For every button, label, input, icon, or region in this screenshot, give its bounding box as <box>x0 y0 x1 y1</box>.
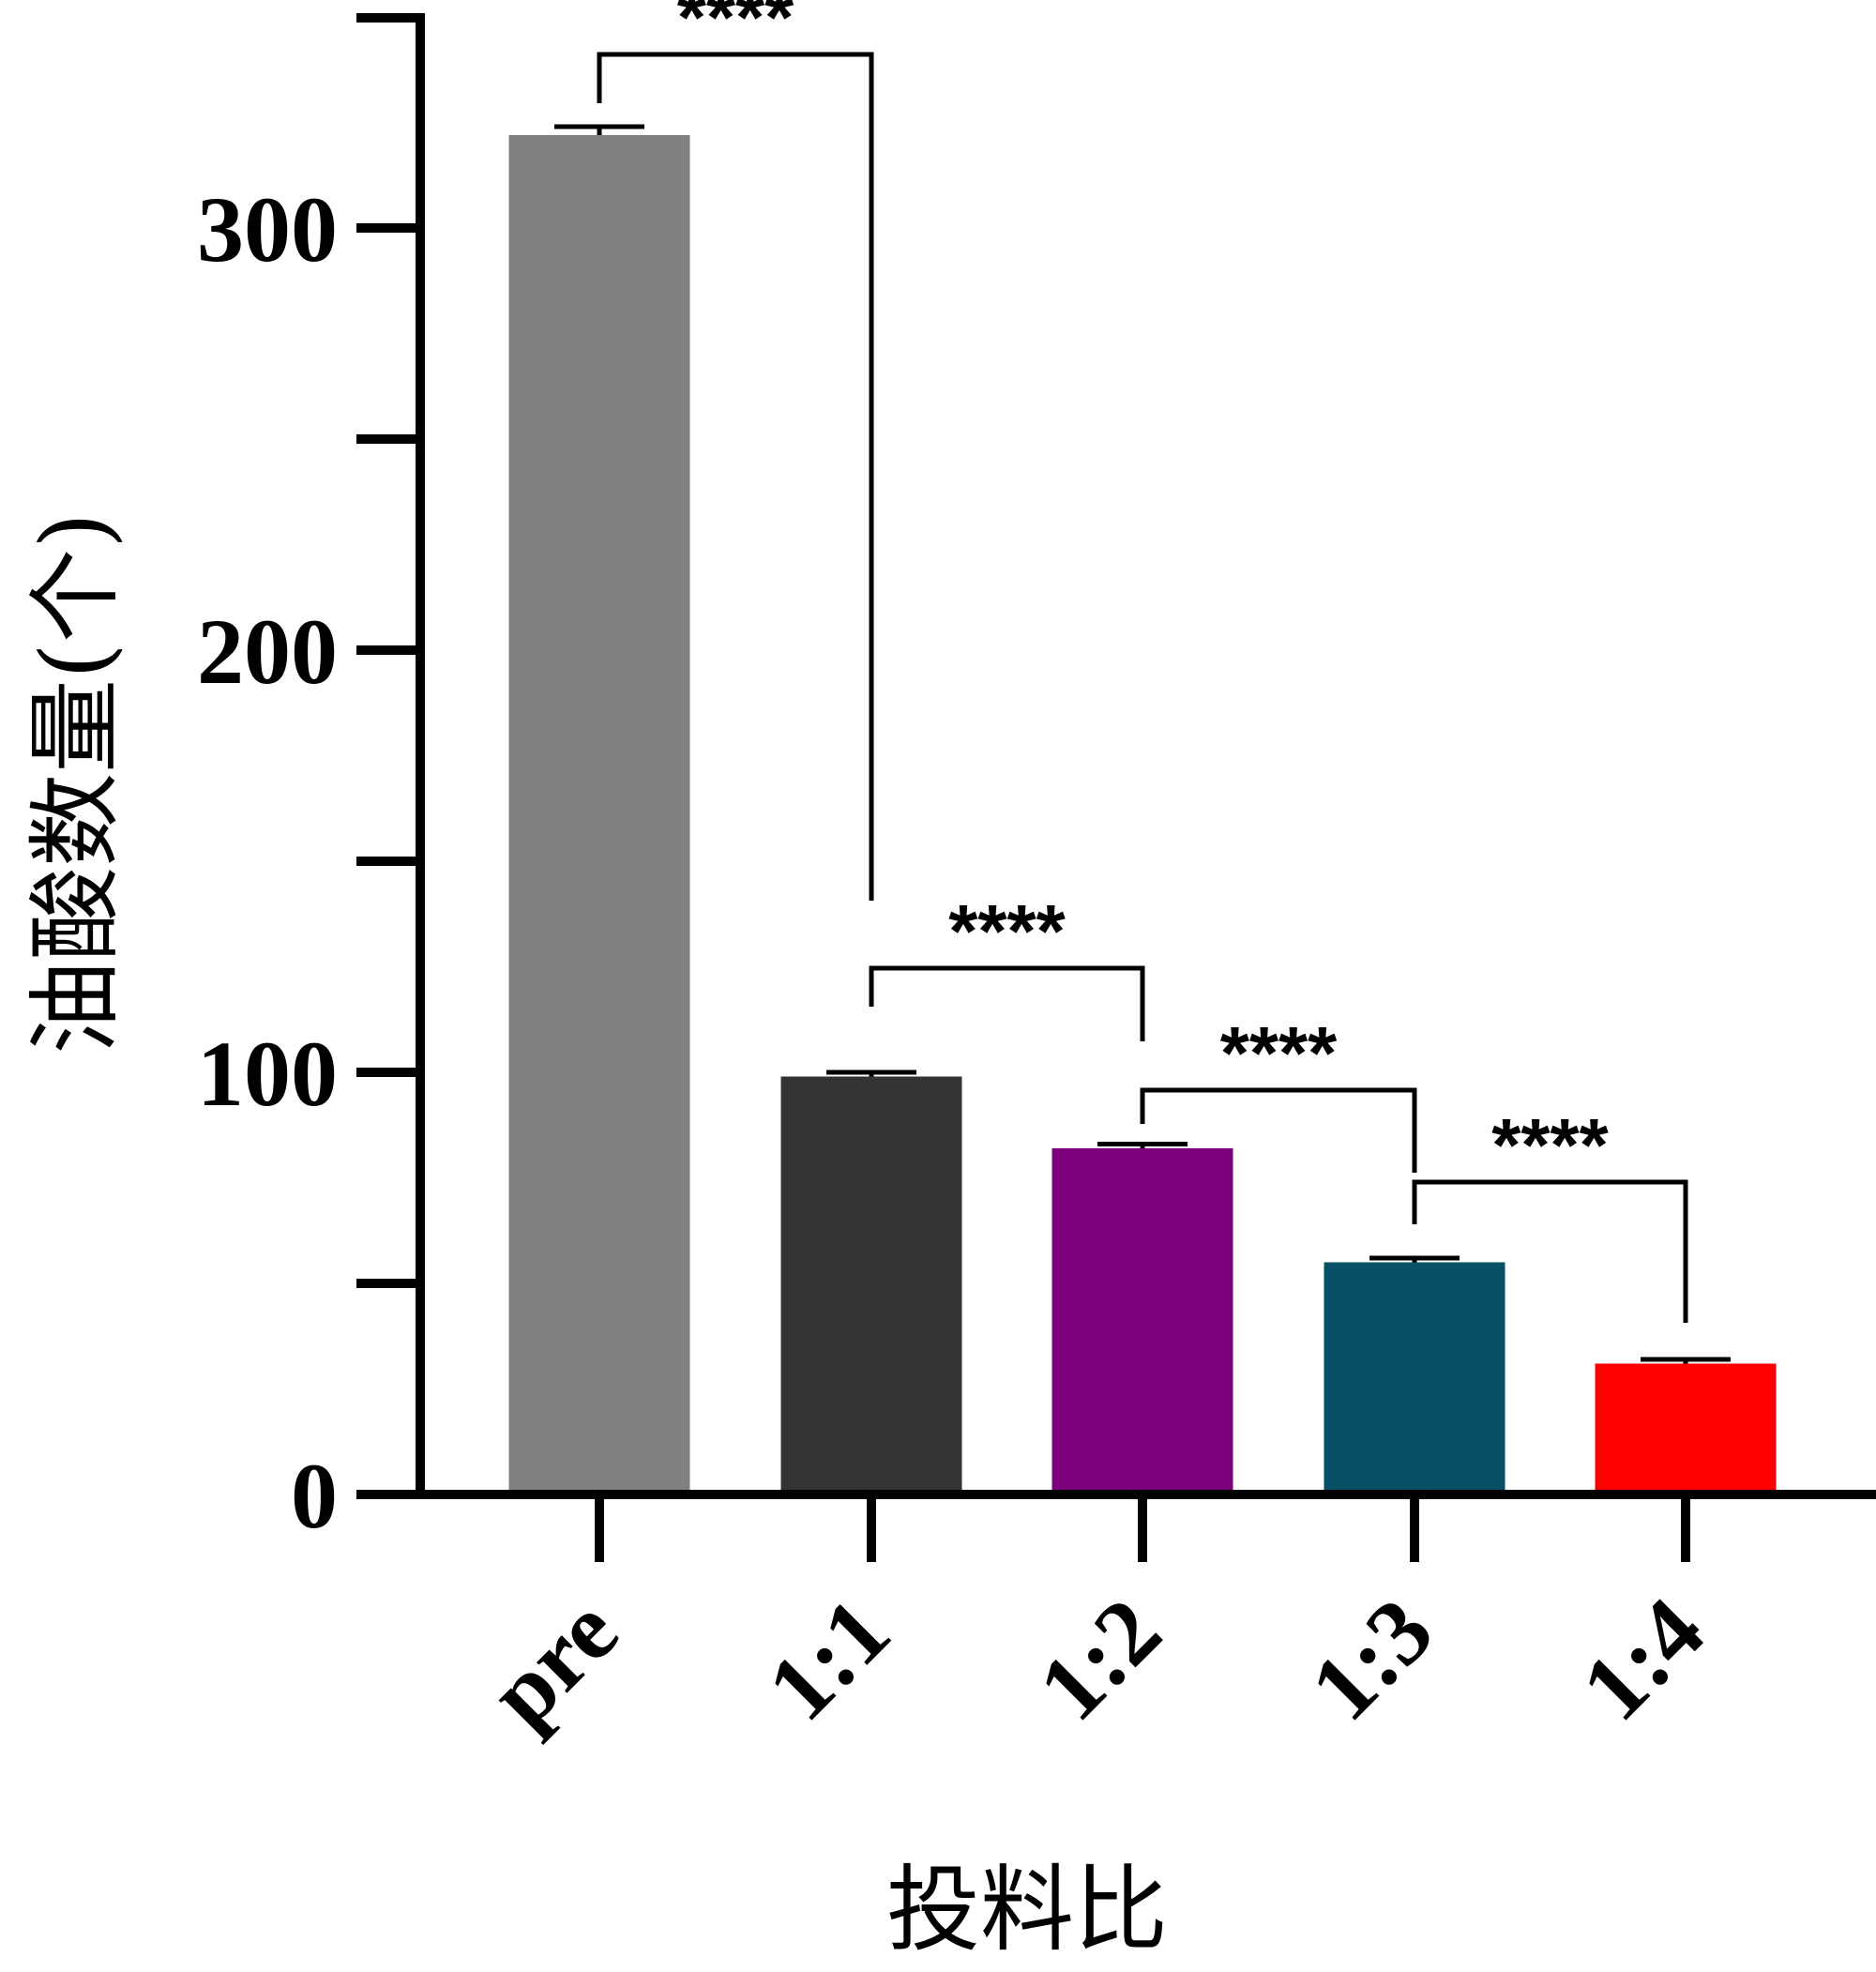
significance-bracket-2: **** <box>869 889 1145 1041</box>
y-axis-title: 油酸数量(个) <box>21 512 130 1054</box>
x-tick-label-1-3: 1:3 <box>1291 1578 1453 1740</box>
significance-layer: **** **** **** **** <box>597 0 1688 1323</box>
error-bars-layer <box>554 124 1731 1364</box>
bar-pre <box>508 135 690 1494</box>
x-axis-title: 投料比 <box>886 1855 1168 1964</box>
significance-label-1: **** <box>677 0 794 59</box>
significance-bracket-1: **** <box>597 0 874 901</box>
significance-line-2 <box>869 965 1145 1041</box>
significance-line-4 <box>1412 1179 1688 1323</box>
y-tick-label-200: 200 <box>197 599 338 704</box>
significance-line-1 <box>597 52 874 901</box>
bar-1-1 <box>780 1076 962 1494</box>
significance-bracket-3: **** <box>1140 1011 1417 1173</box>
significance-label-2: **** <box>948 889 1066 973</box>
bar-1-3 <box>1324 1262 1505 1494</box>
axes-layer <box>356 13 1876 1562</box>
significance-bracket-4: **** <box>1412 1103 1688 1323</box>
significance-line-3 <box>1140 1087 1417 1173</box>
significance-label-3: **** <box>1220 1011 1338 1095</box>
x-tick-label-pre: pre <box>469 1578 637 1746</box>
significance-label-4: **** <box>1491 1103 1609 1187</box>
x-tick-label-1-1: 1:1 <box>748 1578 910 1740</box>
bar-1-2 <box>1051 1148 1233 1494</box>
y-tick-label-0: 0 <box>291 1444 338 1548</box>
y-tick-label-100: 100 <box>197 1022 338 1126</box>
x-tick-label-1-2: 1:2 <box>1019 1578 1181 1740</box>
y-tick-label-300: 300 <box>197 177 338 281</box>
bars-layer <box>508 135 1777 1494</box>
x-tick-label-1-4: 1:4 <box>1562 1578 1724 1740</box>
bar-1-4 <box>1595 1363 1777 1494</box>
